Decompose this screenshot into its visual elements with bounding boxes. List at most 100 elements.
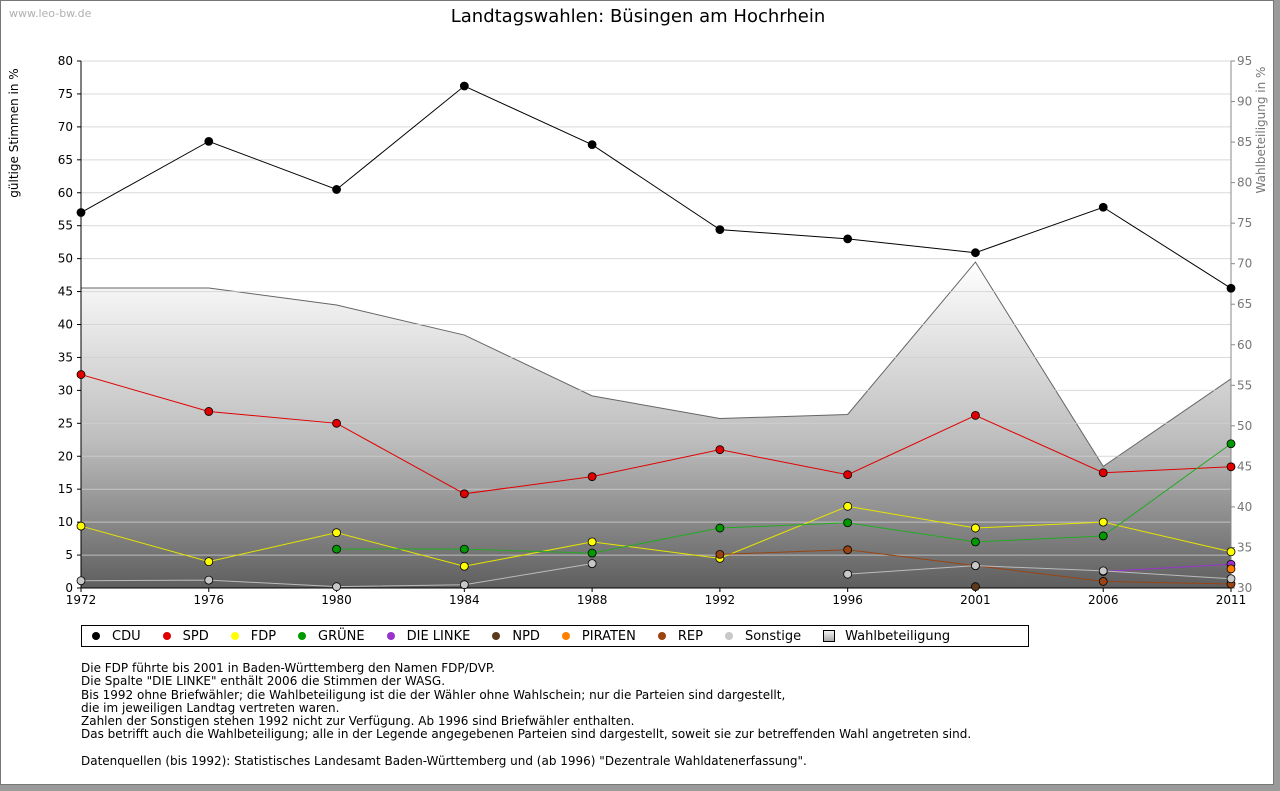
x-tick-label: 1980 [321,593,352,607]
x-tick-label: 1972 [66,593,97,607]
axes-layer: 0 5 10 15 20 25 30 35 40 45 50 55 60 65 70 75 80 30 35 40 45… [58,54,1253,607]
y2-tick-label: 85 [1237,135,1252,149]
legend: CDU SPD FDP GRÜNE DIE LINKE NPD PIRATEN REP Sons… [81,625,1029,647]
point-fdp [332,528,341,538]
point-cdu [332,185,341,194]
y2-tick-label: 50 [1237,419,1252,433]
watermark: www.leo-bw.de [9,7,92,20]
legend-item: REP [657,629,715,644]
legend-label: Sonstige [744,628,802,644]
x-tick-label: 1976 [194,593,225,607]
y2-tick-label: 90 [1237,95,1252,109]
point-spd [1098,468,1108,478]
series-line-spd [80,374,1232,495]
y2-tick-label: 30 [1237,581,1252,595]
y-tick-label: 65 [58,153,73,167]
point-spd [332,418,341,428]
point-spd [76,370,86,379]
y-tick-label: 70 [58,120,73,134]
x-tick-label: 1984 [449,593,480,607]
y2-tick-label: 60 [1237,338,1252,352]
note-line: die im jeweiligen Landtag vertreten ware… [81,700,340,715]
point-fdp [1098,517,1108,527]
point-spd [971,411,980,420]
y-tick-label: 15 [58,482,73,496]
turnout-line [81,261,1232,468]
legend-item: Wahlbeteiligung [823,629,962,644]
y-tick-label: 50 [58,252,73,266]
legend-item: PIRATEN [561,628,648,644]
point-spd [843,470,853,480]
y2-tick-label: 65 [1237,297,1252,311]
series-line-cdu [80,85,1232,289]
series-line-fdp [80,505,1232,567]
point-sonstige [332,582,341,592]
y2-axis-label: Wahlbeteiligung in % [1254,67,1268,194]
note-line: Bis 1992 ohne Briefwähler; die Wahlbetei… [81,687,786,702]
series-line-grüne [336,443,1232,554]
point-npd [971,582,980,592]
point-cdu [843,234,853,244]
legend-item: SPD [162,629,221,644]
point-sonstige [971,561,980,571]
y-tick-label: 0 [65,581,73,595]
note-line: Zahlen der Sonstigen stehen 1992 nicht z… [81,714,635,729]
y-tick-label: 20 [58,449,73,463]
point-fdp [1226,547,1236,557]
y-tick-label: 75 [58,87,73,101]
y2-tick-label: 35 [1237,540,1252,554]
legend-swatch [823,630,836,642]
y2-tick-label: 95 [1237,54,1252,68]
y-tick-label: 45 [58,285,73,299]
point-cdu [587,140,597,150]
point-spd [204,407,214,416]
point-piraten [1226,564,1236,574]
legend-label: NPD [512,628,540,644]
notes: Die FDP führte bis 2001 in Baden-Württem… [81,661,971,768]
point-cdu [1226,283,1236,293]
point-grüne [332,544,341,554]
legend-item: CDU [92,629,153,644]
y2-tick-label: 70 [1237,257,1252,271]
point-grüne [459,544,469,554]
point-sonstige [843,569,853,579]
data-source: Datenquellen (bis 1992): Statistisches L… [81,753,807,768]
legend-swatch [724,632,733,640]
legend-label: PIRATEN [581,628,636,644]
y-tick-label: 80 [58,54,73,68]
y2-tick-label: 40 [1237,500,1252,514]
legend-swatch [92,632,100,640]
legend-item: Sonstige [724,628,813,644]
point-sonstige [459,580,469,590]
legend-label: CDU [112,628,141,644]
legend-item: DIE LINKE [386,629,483,644]
y2-tick-label: 75 [1237,216,1252,230]
y-tick-label: 55 [58,219,73,233]
y2-tick-label: 80 [1237,176,1252,190]
legend-label: GRÜNE [318,628,365,644]
point-sonstige [204,575,214,585]
point-cdu [715,225,725,235]
y-axis-label: gültige Stimmen in % [7,68,21,197]
point-sonstige [1098,566,1108,576]
point-fdp [76,521,86,531]
turnout-area-layer [81,261,1232,588]
point-cdu [459,81,469,91]
point-grüne [1226,439,1236,449]
x-tick-label: 1992 [705,593,736,607]
note-line: Die Spalte "DIE LINKE" enthält 2006 die … [81,674,446,689]
legend-item: FDP [230,628,288,644]
y-tick-label: 5 [65,548,73,562]
x-tick-label: 2001 [960,593,991,607]
y-tick-label: 25 [58,416,73,430]
point-fdp [204,557,214,567]
x-tick-label: 2006 [1088,593,1119,607]
point-grüne [715,523,725,533]
legend-label: FDP [250,628,277,644]
legend-item: NPD [492,629,552,644]
y-tick-label: 30 [58,383,73,397]
y-tick-label: 10 [58,515,73,529]
point-cdu [971,248,980,258]
point-spd [459,489,469,499]
y-tick-label: 40 [58,318,73,332]
